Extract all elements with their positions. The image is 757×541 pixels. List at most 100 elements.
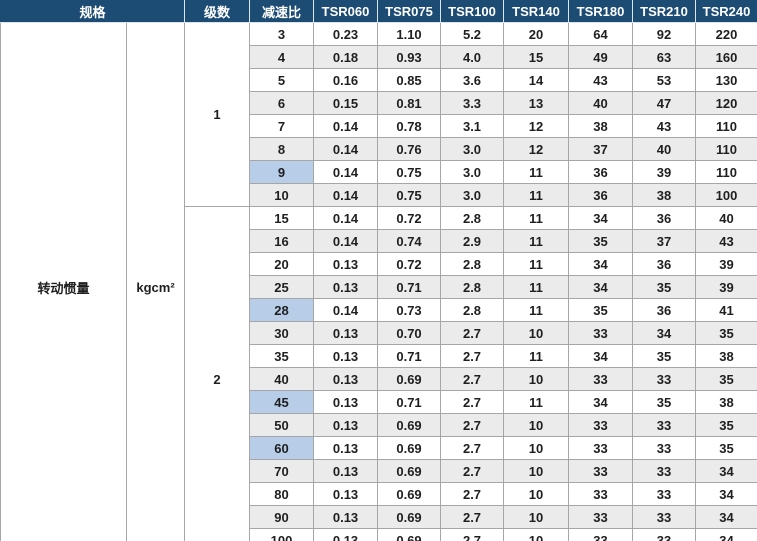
value-cell: 2.8 xyxy=(440,206,505,230)
value-cell: 39 xyxy=(695,252,757,276)
spec-unit-cell: kgcm² xyxy=(125,22,186,541)
table-row: 2 15 0.14 0.72 2.8 11 34 36 40 xyxy=(1,206,757,541)
value-cell: 0.75 xyxy=(377,183,442,207)
ratio-cell: 7 xyxy=(249,114,315,138)
table-row: 28 0.14 0.73 2.8 11 35 36 41 xyxy=(1,298,757,322)
value-cell: 3.0 xyxy=(440,137,505,161)
value-cell: 0.16 xyxy=(313,68,379,92)
value-cell: 11 xyxy=(503,183,570,207)
value-cell: 34 xyxy=(695,459,757,483)
value-cell: 0.69 xyxy=(377,436,442,460)
value-cell: 33 xyxy=(632,436,697,460)
value-cell: 0.14 xyxy=(313,183,379,207)
value-cell: 35 xyxy=(695,367,757,391)
table-row: 4 0.18 0.93 4.0 15 49 63 160 xyxy=(1,45,757,69)
value-cell: 2.7 xyxy=(440,482,505,506)
value-cell: 0.13 xyxy=(313,528,379,541)
value-cell: 64 xyxy=(568,22,634,46)
value-cell: 43 xyxy=(695,229,757,253)
value-cell: 63 xyxy=(632,45,697,69)
value-cell: 12 xyxy=(503,137,570,161)
ratio-cell: 4 xyxy=(249,45,315,69)
value-cell: 3.6 xyxy=(440,68,505,92)
value-cell: 2.7 xyxy=(440,505,505,529)
value-cell: 2.7 xyxy=(440,459,505,483)
value-cell: 33 xyxy=(568,528,634,541)
value-cell: 11 xyxy=(503,298,570,322)
value-cell: 0.14 xyxy=(313,160,379,184)
value-cell: 0.72 xyxy=(377,252,442,276)
value-cell: 39 xyxy=(632,160,697,184)
value-cell: 33 xyxy=(568,459,634,483)
value-cell: 34 xyxy=(695,482,757,506)
value-cell: 33 xyxy=(632,482,697,506)
ratio-cell: 28 xyxy=(249,298,315,322)
value-cell: 2.7 xyxy=(440,436,505,460)
value-cell: 40 xyxy=(695,206,757,230)
table-row: 10 0.14 0.75 3.0 11 36 38 100 xyxy=(1,183,757,207)
value-cell: 2.7 xyxy=(440,367,505,391)
value-cell: 3.0 xyxy=(440,183,505,207)
ratio-cell: 9 xyxy=(249,160,315,184)
value-cell: 10 xyxy=(503,482,570,506)
ratio-cell: 8 xyxy=(249,137,315,161)
value-cell: 43 xyxy=(568,68,634,92)
value-cell: 0.18 xyxy=(313,45,379,69)
stage-cell-1: 1 xyxy=(184,22,251,207)
table-row: 45 0.13 0.71 2.7 11 34 35 38 xyxy=(1,390,757,414)
value-cell: 0.69 xyxy=(377,459,442,483)
ratio-cell: 25 xyxy=(249,275,315,299)
value-cell: 10 xyxy=(503,459,570,483)
value-cell: 110 xyxy=(695,137,757,161)
value-cell: 10 xyxy=(503,436,570,460)
value-cell: 0.69 xyxy=(377,528,442,541)
value-cell: 0.13 xyxy=(313,413,379,437)
value-cell: 120 xyxy=(695,91,757,115)
table-row: 8 0.14 0.76 3.0 12 37 40 110 xyxy=(1,137,757,161)
value-cell: 11 xyxy=(503,229,570,253)
value-cell: 36 xyxy=(632,206,697,230)
col-header-model-tsr210: TSR210 xyxy=(632,0,697,23)
value-cell: 0.81 xyxy=(377,91,442,115)
value-cell: 11 xyxy=(503,160,570,184)
value-cell: 33 xyxy=(632,413,697,437)
table-row: 40 0.13 0.69 2.7 10 33 33 35 xyxy=(1,367,757,391)
value-cell: 0.13 xyxy=(313,321,379,345)
value-cell: 39 xyxy=(695,275,757,299)
value-cell: 0.13 xyxy=(313,505,379,529)
value-cell: 37 xyxy=(568,137,634,161)
table-row: 25 0.13 0.71 2.8 11 34 35 39 xyxy=(1,275,757,299)
value-cell: 10 xyxy=(503,528,570,541)
value-cell: 0.70 xyxy=(377,321,442,345)
value-cell: 0.13 xyxy=(313,459,379,483)
value-cell: 37 xyxy=(632,229,697,253)
value-cell: 34 xyxy=(632,321,697,345)
value-cell: 0.13 xyxy=(313,252,379,276)
value-cell: 0.71 xyxy=(377,344,442,368)
value-cell: 0.14 xyxy=(313,137,379,161)
value-cell: 33 xyxy=(568,505,634,529)
value-cell: 0.78 xyxy=(377,114,442,138)
value-cell: 100 xyxy=(695,183,757,207)
value-cell: 47 xyxy=(632,91,697,115)
value-cell: 0.14 xyxy=(313,229,379,253)
value-cell: 35 xyxy=(695,413,757,437)
value-cell: 40 xyxy=(568,91,634,115)
value-cell: 34 xyxy=(695,528,757,541)
value-cell: 36 xyxy=(568,160,634,184)
value-cell: 33 xyxy=(568,321,634,345)
value-cell: 5.2 xyxy=(440,22,505,46)
value-cell: 0.71 xyxy=(377,390,442,414)
value-cell: 130 xyxy=(695,68,757,92)
value-cell: 0.85 xyxy=(377,68,442,92)
table-row: 9 0.14 0.75 3.0 11 36 39 110 xyxy=(1,160,757,184)
value-cell: 38 xyxy=(695,390,757,414)
value-cell: 2.7 xyxy=(440,344,505,368)
table-row: 20 0.13 0.72 2.8 11 34 36 39 xyxy=(1,252,757,276)
value-cell: 2.7 xyxy=(440,413,505,437)
value-cell: 11 xyxy=(503,344,570,368)
value-cell: 33 xyxy=(632,459,697,483)
value-cell: 2.7 xyxy=(440,321,505,345)
value-cell: 34 xyxy=(568,390,634,414)
